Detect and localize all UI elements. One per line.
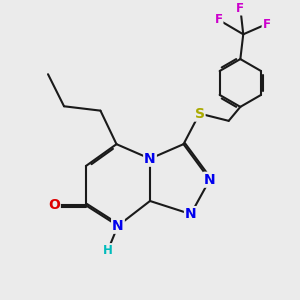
- Text: H: H: [103, 244, 113, 257]
- Text: F: F: [214, 13, 223, 26]
- Text: N: N: [204, 173, 216, 187]
- Text: N: N: [144, 152, 156, 166]
- Text: O: O: [48, 198, 60, 212]
- Text: N: N: [112, 219, 124, 233]
- Text: N: N: [185, 207, 196, 221]
- Text: F: F: [262, 18, 271, 31]
- Text: F: F: [236, 2, 244, 15]
- Text: S: S: [194, 106, 205, 121]
